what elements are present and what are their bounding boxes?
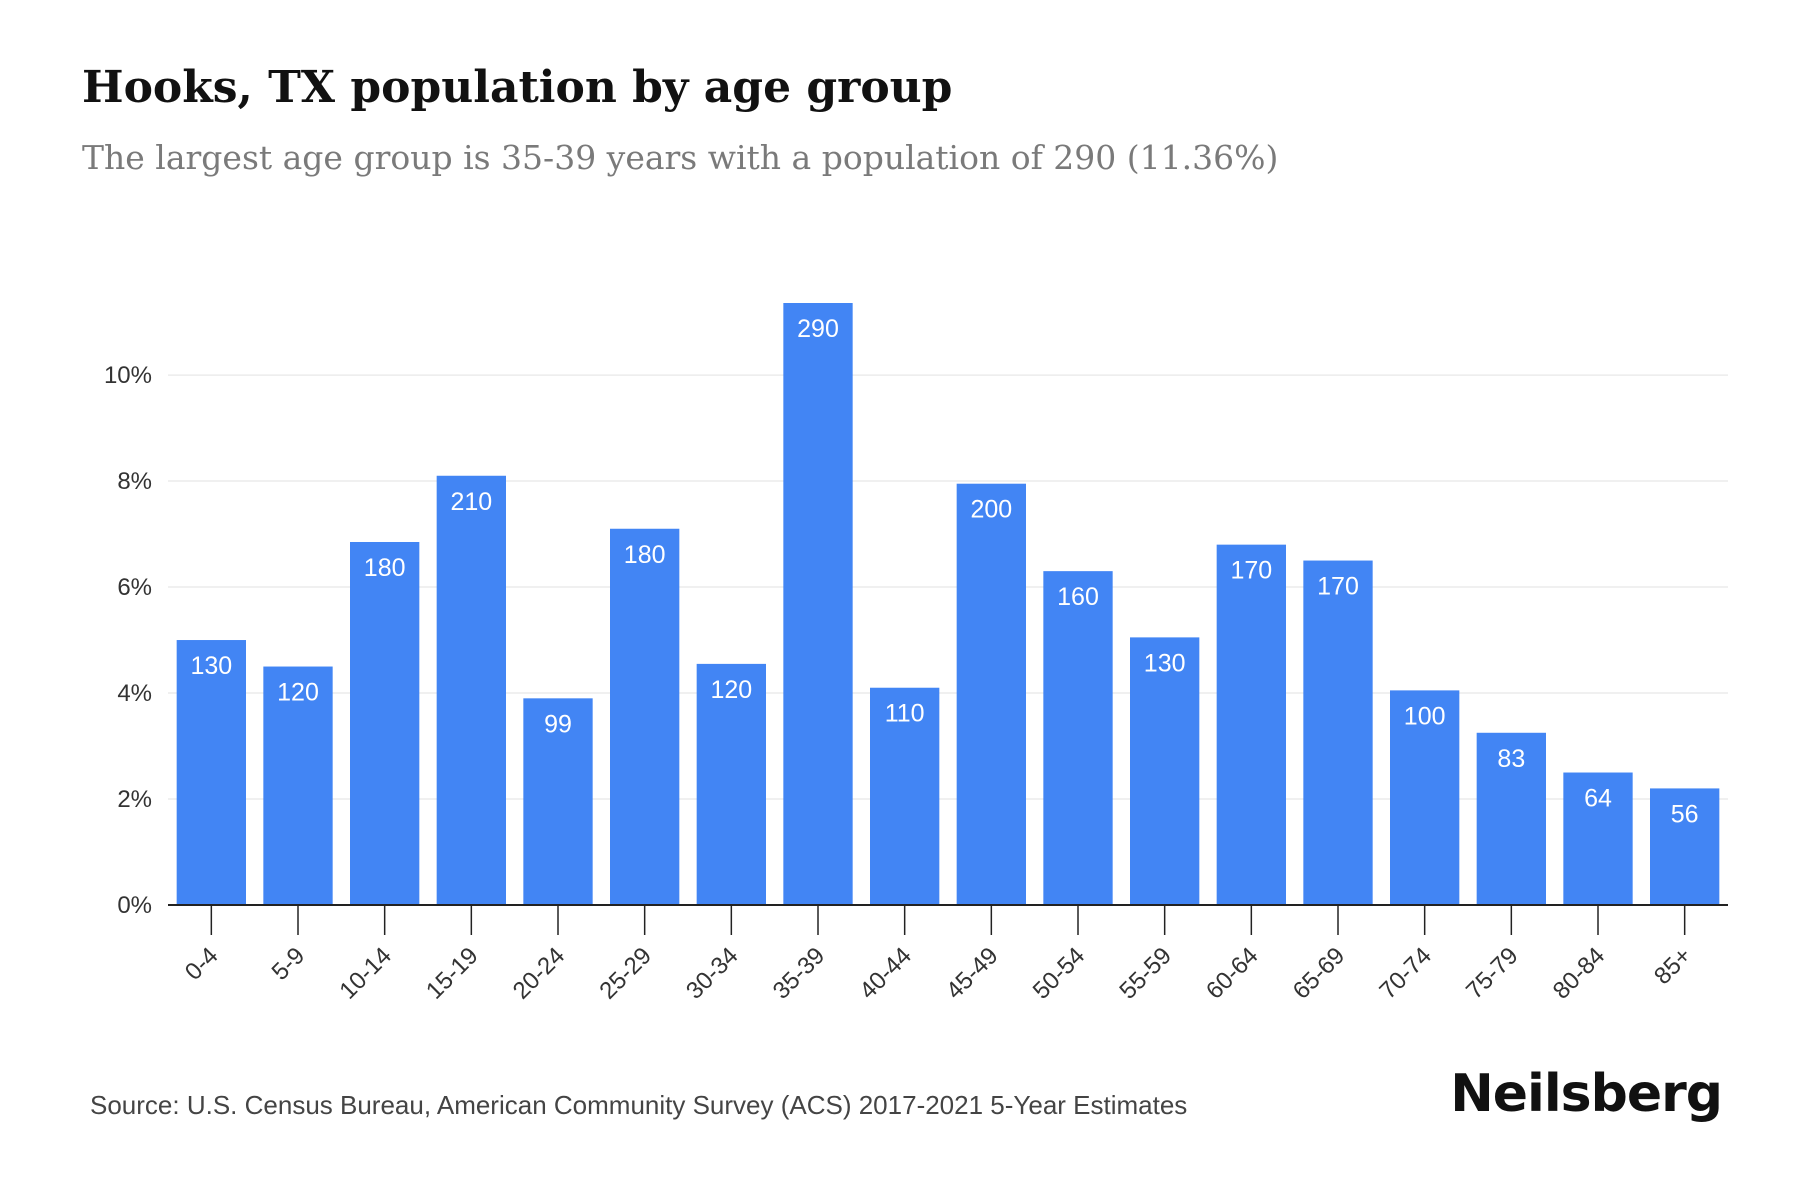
- bar-value-label: 170: [1317, 573, 1359, 601]
- brand-logo: Neilsberg: [1450, 1064, 1723, 1124]
- bar: [263, 666, 333, 905]
- bar: [1476, 732, 1546, 905]
- bar: [1303, 560, 1373, 905]
- x-tick-label: 55-59: [1114, 942, 1177, 1005]
- y-tick-label: 10%: [104, 362, 152, 389]
- bar: [176, 640, 246, 905]
- bar: [610, 528, 680, 905]
- bar-value-label: 130: [1144, 649, 1186, 677]
- bar-value-label: 180: [364, 554, 406, 582]
- x-tick-label: 0-4: [180, 942, 224, 986]
- x-tick-label: 80-84: [1548, 942, 1611, 1005]
- bar: [956, 483, 1026, 905]
- bar: [436, 475, 506, 905]
- x-tick-label: 30-34: [681, 942, 744, 1005]
- x-tick-label: 60-64: [1201, 942, 1264, 1005]
- x-tick-label: 50-54: [1028, 942, 1091, 1005]
- y-tick-label: 4%: [117, 680, 152, 707]
- bar: [1216, 544, 1286, 905]
- bar-value-label: 110: [885, 700, 925, 728]
- bar: [696, 663, 766, 905]
- bar-value-label: 120: [277, 679, 319, 707]
- bar: [1043, 571, 1113, 905]
- x-tick-label: 35-39: [768, 942, 831, 1005]
- bar: [1563, 772, 1633, 905]
- x-tick-label: 65-69: [1288, 942, 1351, 1005]
- bar: [870, 687, 940, 905]
- bar: [1650, 788, 1720, 905]
- bar-value-label: 180: [624, 541, 666, 569]
- bar-value-label: 170: [1230, 557, 1272, 585]
- bar: [1130, 637, 1200, 905]
- bar: [783, 303, 853, 905]
- bar-value-label: 56: [1671, 800, 1699, 828]
- bar: [1390, 690, 1460, 905]
- bar: [523, 698, 593, 905]
- bar-chart: 0% 2% 4% 6% 8% 10% 130 0-4 120 5-9 180 10-14 210 15-1…: [104, 303, 1728, 1005]
- bar-value-label: 130: [190, 652, 232, 680]
- bar: [350, 541, 420, 905]
- x-tick-label: 40-44: [854, 942, 917, 1005]
- bar-value-label: 200: [970, 496, 1012, 524]
- y-tick-label: 2%: [117, 786, 152, 813]
- x-tick-label: 10-14: [334, 942, 397, 1005]
- x-tick-label: 20-24: [508, 942, 571, 1005]
- x-tick-label: 85+: [1649, 942, 1697, 990]
- x-tick-label: 70-74: [1374, 942, 1437, 1005]
- y-tick-label: 0%: [117, 892, 152, 919]
- x-tick-label: 75-79: [1461, 942, 1524, 1005]
- bar-value-label: 100: [1404, 702, 1446, 730]
- bar-value-label: 160: [1057, 583, 1099, 611]
- bar-value-label: 99: [544, 710, 572, 738]
- x-tick-label: 45-49: [941, 942, 1004, 1005]
- bar-value-label: 290: [797, 315, 839, 343]
- bar-value-label: 120: [710, 676, 752, 704]
- x-tick-label: 25-29: [594, 942, 657, 1005]
- bar-value-label: 64: [1584, 785, 1612, 813]
- x-tick-label: 5-9: [267, 942, 311, 986]
- chart-subtitle: The largest age group is 35-39 years wit…: [82, 138, 1279, 177]
- bar-value-label: 83: [1497, 745, 1525, 773]
- y-tick-label: 6%: [117, 574, 152, 601]
- source-note: Source: U.S. Census Bureau, American Com…: [90, 1090, 1188, 1120]
- chart-title: Hooks, TX population by age group: [82, 62, 953, 113]
- bar-value-label: 210: [450, 488, 492, 516]
- x-tick-label: 15-19: [421, 942, 484, 1005]
- y-tick-label: 8%: [117, 468, 152, 495]
